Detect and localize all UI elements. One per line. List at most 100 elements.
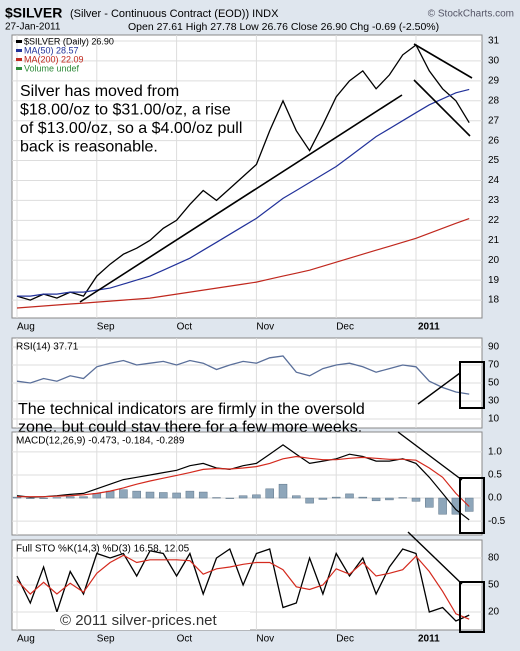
- series-line: [17, 88, 470, 297]
- pointer-line: [407, 531, 463, 585]
- histogram-bar: [252, 494, 261, 499]
- histogram-bar: [52, 497, 62, 499]
- highlight-box: [459, 581, 485, 633]
- histogram-bar: [425, 497, 434, 508]
- channel-line: [413, 43, 473, 79]
- panel-title: MACD(12,26,9) -0.473, -0.184, -0.289: [16, 436, 185, 447]
- annotation: © 2011 silver-prices.net: [60, 612, 218, 629]
- y-tick-label: 1.0: [488, 447, 502, 458]
- y-tick-label: -0.5: [488, 516, 506, 527]
- histogram-bar: [132, 490, 141, 499]
- annotation: of $13.00/oz, so a $4.00/oz pull: [20, 120, 242, 137]
- histogram-bar: [305, 497, 314, 504]
- series-line: [16, 44, 470, 301]
- histogram-bar: [65, 496, 75, 499]
- x-tick-label: 2011: [418, 634, 440, 645]
- series-line: [16, 554, 470, 620]
- legend-swatch: [16, 67, 22, 70]
- y-tick-label: 27: [488, 115, 500, 126]
- x-tick-label: Aug: [17, 322, 35, 333]
- x-tick-label: 2011: [418, 322, 440, 333]
- histogram-bar: [238, 495, 248, 499]
- y-tick-label: 18: [488, 295, 500, 306]
- source: © StockCharts.com: [428, 9, 514, 20]
- histogram-bar: [119, 489, 128, 499]
- series-line: [17, 455, 470, 507]
- histogram-bar: [198, 491, 208, 499]
- histogram-bar: [318, 497, 328, 500]
- x-tick-label: Dec: [336, 634, 354, 645]
- histogram-bar: [212, 497, 221, 499]
- y-tick-label: 0.5: [488, 470, 502, 481]
- legend-entry: $SILVER (Daily) 26.90: [24, 36, 114, 46]
- histogram-bar: [385, 497, 394, 501]
- x-tick-label: Nov: [256, 322, 274, 333]
- histogram-bar: [438, 497, 447, 515]
- histogram-bar: [464, 497, 474, 512]
- histogram-bar: [26, 497, 35, 499]
- y-tick-label: 24: [488, 175, 500, 186]
- y-tick-label: 30: [488, 56, 500, 67]
- histogram-bar: [39, 497, 48, 499]
- y-tick-label: 90: [488, 342, 500, 353]
- y-tick-label: 23: [488, 195, 500, 206]
- legend-swatch: [16, 49, 22, 52]
- histogram-bar: [145, 491, 155, 499]
- y-tick-label: 26: [488, 135, 500, 146]
- y-tick-label: 70: [488, 360, 500, 371]
- series-line: [16, 355, 470, 395]
- y-tick-label: 50: [488, 378, 500, 389]
- panel-title: RSI(14) 37.71: [16, 342, 79, 353]
- y-tick-label: 22: [488, 215, 500, 226]
- pointer-line: [397, 431, 463, 481]
- histogram-bar: [398, 497, 407, 499]
- panel: [11, 34, 483, 319]
- histogram-bar: [331, 496, 341, 499]
- panel: [11, 431, 483, 536]
- quote-info: Open 27.61 High 27.78 Low 26.76 Close 26…: [128, 21, 439, 33]
- y-tick-label: 80: [488, 553, 500, 564]
- x-tick-label: Aug: [17, 634, 35, 645]
- y-tick-label: 31: [488, 36, 500, 47]
- histogram-bar: [345, 493, 354, 499]
- y-tick-label: 21: [488, 235, 500, 246]
- y-tick-label: 29: [488, 75, 500, 86]
- annotation: The technical indicators are firmly in t…: [18, 401, 365, 418]
- histogram-bar: [265, 488, 274, 499]
- pointer-line: [417, 372, 461, 405]
- legend-entry: Volume undef: [24, 63, 80, 73]
- histogram-bar: [172, 492, 181, 499]
- histogram-bar: [79, 496, 88, 499]
- legend-entry: MA(200) 22.09: [24, 54, 84, 64]
- channel-line: [413, 79, 471, 137]
- highlight-box: [459, 477, 485, 534]
- annotation: $18.00/oz to $31.00/oz, a rise: [20, 102, 231, 119]
- y-tick-label: 20: [488, 255, 500, 266]
- y-tick-label: 10: [488, 414, 500, 425]
- panels: 18 19 20 21 22 23 24 25 26 27 28 29 30 31 Aug Sep Oct Nov…: [11, 34, 506, 645]
- histogram-bar: [358, 496, 368, 499]
- x-tick-label: Sep: [97, 322, 115, 333]
- symbol: $SILVER: [5, 5, 62, 21]
- histogram-bar: [185, 490, 195, 499]
- histogram-bar: [159, 492, 168, 499]
- y-tick-label: 19: [488, 275, 500, 286]
- series-line: [16, 547, 470, 622]
- annotation: back is reasonable.: [20, 139, 158, 156]
- x-tick-label: Oct: [177, 634, 193, 645]
- date: 27-Jan-2011: [5, 22, 61, 33]
- y-tick-label: 50: [488, 580, 500, 591]
- highlight-box: [459, 361, 485, 409]
- y-tick-label: 25: [488, 155, 500, 166]
- y-tick-label: 0.0: [488, 493, 502, 504]
- histogram-bar: [411, 497, 421, 502]
- annotation-bg: [55, 612, 250, 630]
- histogram-bar: [278, 483, 288, 499]
- y-tick-label: 28: [488, 95, 500, 106]
- symbol-name: (Silver - Continuous Contract (EOD)) IND…: [70, 8, 279, 20]
- histogram-bar: [292, 495, 301, 499]
- panel-title: Full STO %K(14,3) %D(3) 16.58, 12.05: [16, 544, 190, 555]
- drawings: [79, 43, 485, 633]
- legend-swatch: [16, 58, 22, 61]
